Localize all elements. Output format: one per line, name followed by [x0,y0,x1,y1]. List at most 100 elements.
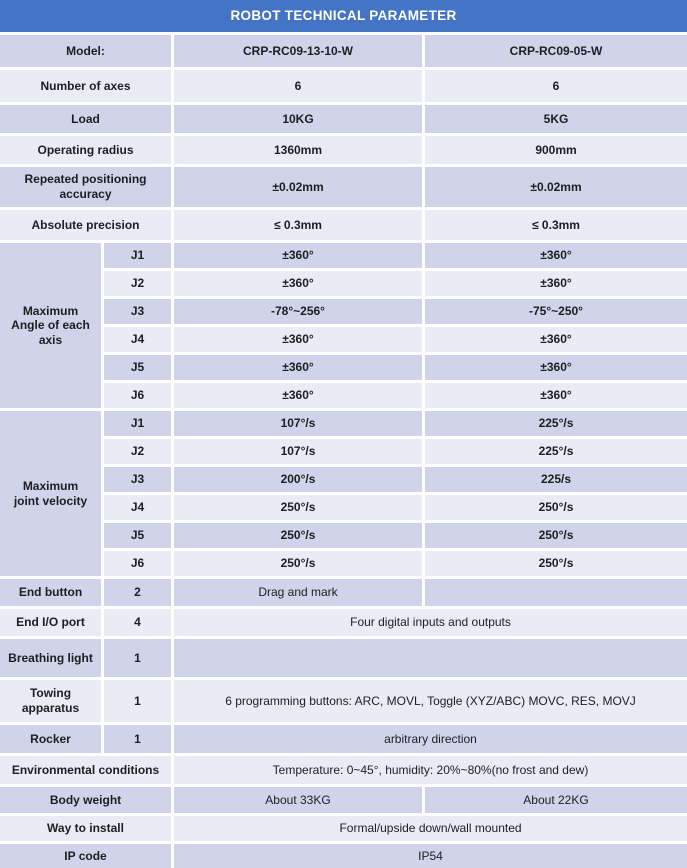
row-angle-j5: J5 ±360° ±360° [0,355,687,380]
joint-value: -75°~250° [425,299,687,324]
install-value: Formal/upside down/wall mounted [174,816,687,841]
breathing-light-count: 1 [104,639,171,677]
joint-value: 250°/s [425,523,687,548]
row-way-to-install: Way to install Formal/upside down/wall m… [0,816,687,841]
environment-label: Environmental conditions [0,756,171,784]
environment-value: Temperature: 0~45°, humidity: 20%~80%(no… [174,756,687,784]
joint-value: 225°/s [425,439,687,464]
precision-value-2: ≤ 0.3mm [425,210,687,240]
axes-label: Number of axes [0,70,171,102]
precision-label: Absolute precision [0,210,171,240]
load-value-1: 10KG [174,105,422,133]
row-velocity-j3: J3 200°/s 225/s [0,467,687,492]
joint-name: J1 [104,243,171,268]
angle-section-label: Maximum Angle of each axis [0,243,101,408]
ip-code-label: IP code [0,844,171,868]
header-row: ROBOT TECHNICAL PARAMETER [0,0,687,32]
joint-value: ±360° [425,355,687,380]
towing-apparatus-label: Towing apparatus [0,680,101,722]
breathing-light-label: Breathing light [0,639,101,677]
joint-value: ±360° [425,383,687,408]
body-weight-value-2: About 22KG [425,787,687,813]
radius-label: Operating radius [0,136,171,164]
joint-value: ±360° [174,271,422,296]
joint-value: 250°/s [425,551,687,576]
joint-value: ±360° [174,243,422,268]
joint-name: J5 [104,355,171,380]
row-angle-j1: Maximum Angle of each axis J1 ±360° ±360… [0,243,687,408]
row-environmental-conditions: Environmental conditions Temperature: 0~… [0,756,687,784]
joint-value: 225/s [425,467,687,492]
row-rocker: Rocker 1 arbitrary direction [0,725,687,753]
row-velocity-j2: J2 107°/s 225°/s [0,439,687,464]
row-velocity-j4: J4 250°/s 250°/s [0,495,687,520]
row-end-io-port: End I/O port 4 Four digital inputs and o… [0,609,687,636]
joint-name: J1 [104,411,171,436]
joint-value: ±360° [174,327,422,352]
install-label: Way to install [0,816,171,841]
load-label: Load [0,105,171,133]
joint-value: ±360° [425,243,687,268]
row-angle-j4: J4 ±360° ±360° [0,327,687,352]
row-angle-j3: J3 -78°~256° -75°~250° [0,299,687,324]
joint-value: ±360° [425,327,687,352]
load-value-2: 5KG [425,105,687,133]
joint-value: 225°/s [425,411,687,436]
rocker-label: Rocker [0,725,101,753]
end-button-value-1: Drag and mark [174,579,422,606]
end-button-label: End button [0,579,101,606]
joint-name: J3 [104,467,171,492]
joint-value: ±360° [425,271,687,296]
row-ip-code: IP code IP54 [0,844,687,868]
end-io-count: 4 [104,609,171,636]
row-load: Load 10KG 5KG [0,105,687,133]
end-io-label: End I/O port [0,609,101,636]
model-value-2: CRP-RC09-05-W [425,35,687,67]
row-angle-j6: J6 ±360° ±360° [0,383,687,408]
joint-name: J2 [104,439,171,464]
joint-name: J2 [104,271,171,296]
row-velocity-j1: Maximum joint velocity J1 107°/s 225°/s [0,411,687,576]
joint-name: J4 [104,327,171,352]
model-value-1: CRP-RC09-13-10-W [174,35,422,67]
breathing-light-value [174,639,687,677]
joint-value: 250°/s [174,495,422,520]
row-model: Model: CRP-RC09-13-10-W CRP-RC09-05-W [0,35,687,67]
joint-value: 107°/s [174,439,422,464]
accuracy-label: Repeated positioning accuracy [0,167,171,207]
ip-code-value: IP54 [174,844,687,868]
row-breathing-light: Breathing light 1 [0,639,687,677]
rocker-value: arbitrary direction [174,725,687,753]
row-body-weight: Body weight About 33KG About 22KG [0,787,687,813]
joint-value: 250°/s [425,495,687,520]
table-title: ROBOT TECHNICAL PARAMETER [0,0,687,32]
joint-value: 250°/s [174,551,422,576]
row-towing-apparatus: Towing apparatus 1 6 programming buttons… [0,680,687,722]
row-velocity-j6: J6 250°/s 250°/s [0,551,687,576]
accuracy-value-2: ±0.02mm [425,167,687,207]
joint-name: J4 [104,495,171,520]
end-button-count: 2 [104,579,171,606]
row-repeat-accuracy: Repeated positioning accuracy ±0.02mm ±0… [0,167,687,207]
row-end-button: End button 2 Drag and mark [0,579,687,606]
model-label: Model: [0,35,171,67]
joint-name: J6 [104,551,171,576]
joint-value: ±360° [174,355,422,380]
joint-name: J6 [104,383,171,408]
end-button-value-2 [425,579,687,606]
body-weight-label: Body weight [0,787,171,813]
body-weight-value-1: About 33KG [174,787,422,813]
joint-value: 107°/s [174,411,422,436]
axes-value-1: 6 [174,70,422,102]
radius-value-1: 1360mm [174,136,422,164]
precision-value-1: ≤ 0.3mm [174,210,422,240]
joint-value: -78°~256° [174,299,422,324]
axes-value-2: 6 [425,70,687,102]
joint-name: J3 [104,299,171,324]
row-velocity-j5: J5 250°/s 250°/s [0,523,687,548]
joint-name: J5 [104,523,171,548]
towing-apparatus-count: 1 [104,680,171,722]
joint-value: 200°/s [174,467,422,492]
